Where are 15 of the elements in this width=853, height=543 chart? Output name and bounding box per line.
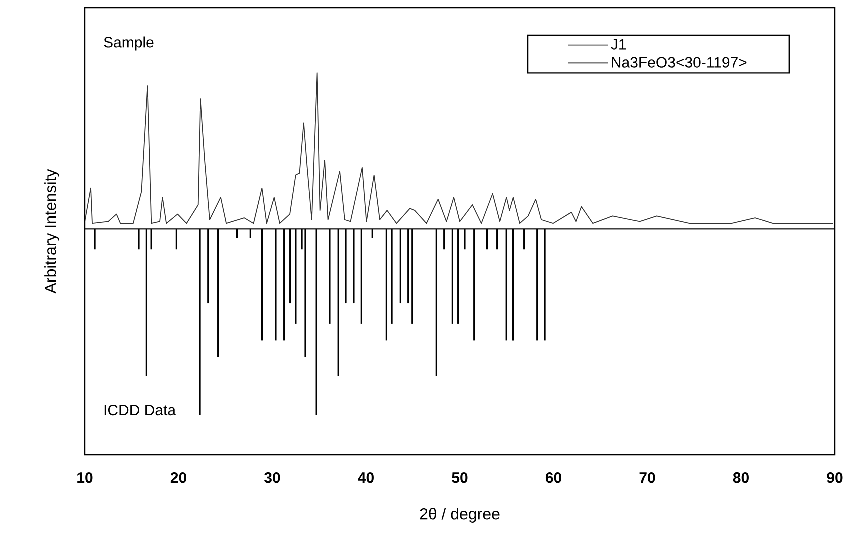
x-tick-label: 90 xyxy=(827,472,843,484)
x-tick-label: 40 xyxy=(358,472,374,484)
legend-label: J1 xyxy=(611,39,626,50)
y-axis-title: Arbitrary Intensity xyxy=(44,169,60,294)
x-tick-label: 20 xyxy=(170,472,186,484)
x-tick-label: 50 xyxy=(452,472,468,484)
x-axis-title: 2θ / degree xyxy=(420,508,500,523)
legend-label: Na3FeO3<30-1197> xyxy=(612,57,747,68)
text: Sample xyxy=(104,36,154,51)
x-tick-label: 10 xyxy=(78,472,93,484)
annotation: ICDD Data xyxy=(104,404,176,416)
x-tick-label: 30 xyxy=(264,472,280,484)
x-tick-label: 80 xyxy=(733,472,749,484)
x-tick-label: 60 xyxy=(546,472,562,484)
x-tick-label: 70 xyxy=(640,472,656,484)
